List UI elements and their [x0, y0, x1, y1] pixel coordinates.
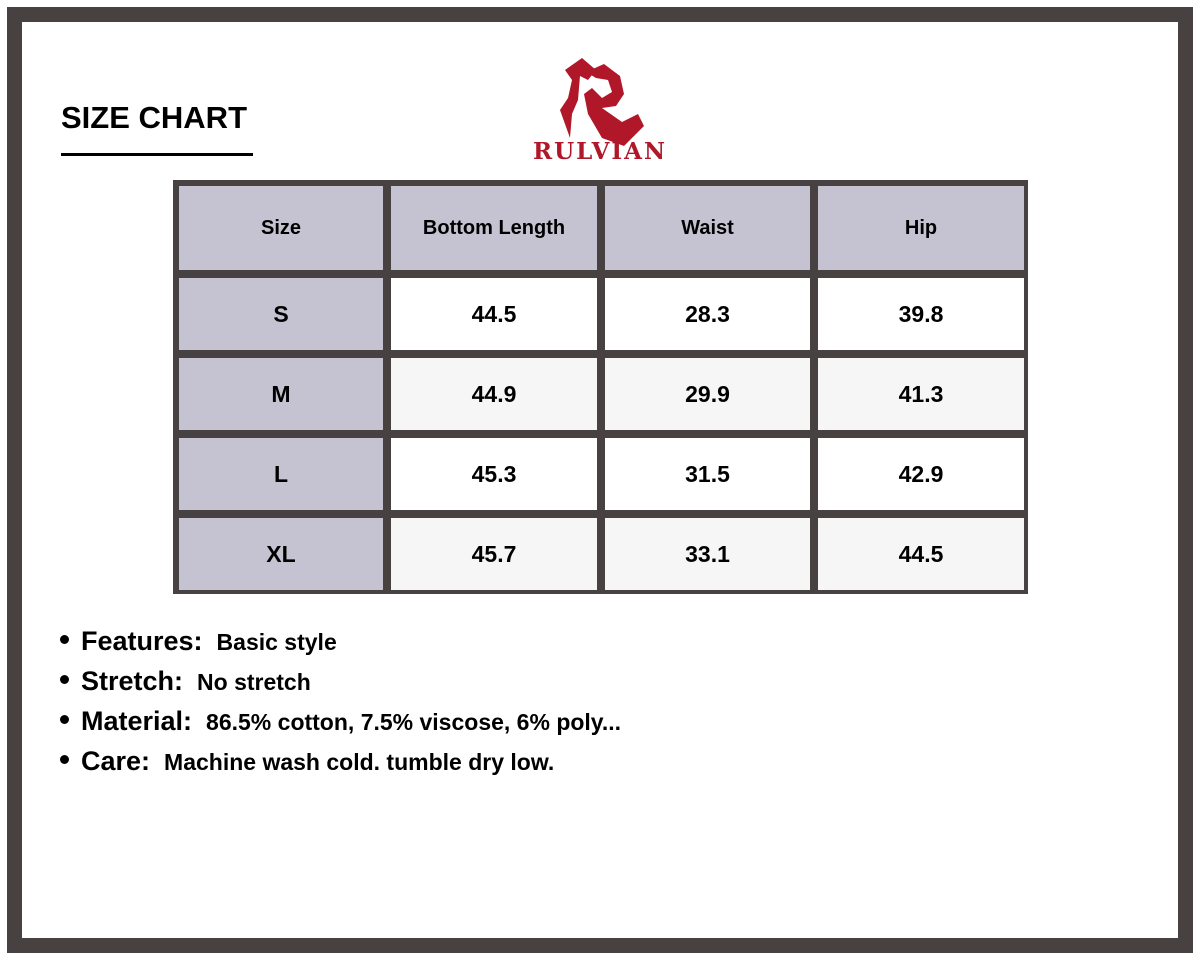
size-cell: L: [179, 438, 383, 510]
hip-cell: 44.5: [818, 518, 1024, 590]
header-hip: Hip: [818, 186, 1024, 270]
note-material: Material: 86.5% cotton, 7.5% viscose, 6%…: [60, 706, 621, 746]
size-cell: S: [179, 278, 383, 350]
note-text: No stretch: [197, 669, 311, 695]
note-label: Stretch:: [81, 666, 184, 696]
header-waist: Waist: [605, 186, 810, 270]
hip-cell: 42.9: [818, 438, 1024, 510]
note-label: Care:: [81, 746, 151, 776]
waist-cell: 31.5: [605, 438, 810, 510]
rulvian-logo-icon: [560, 58, 644, 146]
bullet-icon: [60, 635, 69, 644]
note-label: Features:: [81, 626, 203, 656]
hip-cell: 41.3: [818, 358, 1024, 430]
hip-cell: 39.8: [818, 278, 1024, 350]
bullet-icon: [60, 715, 69, 724]
header-size: Size: [179, 186, 383, 270]
bullet-icon: [60, 675, 69, 684]
size-cell: M: [179, 358, 383, 430]
waist-cell: 33.1: [605, 518, 810, 590]
title-underline: [61, 153, 253, 156]
page-title: SIZE CHART: [61, 100, 247, 135]
note-text: Machine wash cold. tumble dry low.: [164, 749, 555, 775]
bottom-length-cell: 45.3: [391, 438, 597, 510]
bottom-length-cell: 44.5: [391, 278, 597, 350]
note-text: 86.5% cotton, 7.5% viscose, 6% poly...: [206, 709, 622, 735]
bottom-length-cell: 44.9: [391, 358, 597, 430]
size-cell: XL: [179, 518, 383, 590]
note-care: Care: Machine wash cold. tumble dry low.: [60, 746, 621, 786]
note-features: Features: Basic style: [60, 626, 621, 666]
brand-name: RULVIAN: [532, 138, 668, 165]
waist-cell: 28.3: [605, 278, 810, 350]
size-table: Size Bottom Length Waist Hip S 44.5 28.3…: [173, 180, 1028, 594]
product-notes: Features: Basic style Stretch: No stretc…: [60, 626, 621, 786]
note-label: Material:: [81, 706, 193, 736]
waist-cell: 29.9: [605, 358, 810, 430]
header-bottom-length: Bottom Length: [391, 186, 597, 270]
note-stretch: Stretch: No stretch: [60, 666, 621, 706]
bottom-length-cell: 45.7: [391, 518, 597, 590]
note-text: Basic style: [216, 629, 337, 655]
bullet-icon: [60, 755, 69, 764]
